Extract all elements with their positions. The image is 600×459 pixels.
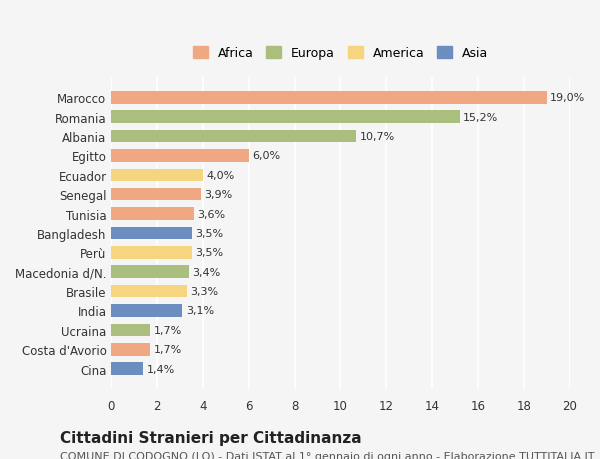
Text: 3,5%: 3,5%: [195, 248, 223, 258]
Bar: [112, 92, 547, 104]
Text: 3,4%: 3,4%: [193, 267, 221, 277]
Text: 3,1%: 3,1%: [186, 306, 214, 316]
Bar: [112, 227, 191, 240]
Text: 4,0%: 4,0%: [206, 170, 235, 180]
Text: 3,9%: 3,9%: [204, 190, 232, 200]
Text: 1,4%: 1,4%: [147, 364, 175, 374]
Bar: [112, 150, 249, 162]
Bar: [112, 304, 182, 317]
Text: 6,0%: 6,0%: [252, 151, 280, 161]
Legend: Africa, Europa, America, Asia: Africa, Europa, America, Asia: [189, 43, 492, 64]
Text: 10,7%: 10,7%: [360, 132, 395, 142]
Text: 19,0%: 19,0%: [550, 93, 585, 103]
Text: 3,6%: 3,6%: [197, 209, 226, 219]
Text: 15,2%: 15,2%: [463, 112, 498, 123]
Bar: [112, 169, 203, 182]
Text: 3,5%: 3,5%: [195, 229, 223, 238]
Bar: [112, 130, 356, 143]
Text: 3,3%: 3,3%: [190, 286, 218, 297]
Text: 1,7%: 1,7%: [154, 344, 182, 354]
Bar: [112, 208, 194, 220]
Bar: [112, 111, 460, 123]
Bar: [112, 266, 189, 279]
Text: COMUNE DI CODOGNO (LO) - Dati ISTAT al 1° gennaio di ogni anno - Elaborazione TU: COMUNE DI CODOGNO (LO) - Dati ISTAT al 1…: [60, 451, 595, 459]
Bar: [112, 343, 151, 356]
Bar: [112, 285, 187, 298]
Bar: [112, 246, 191, 259]
Bar: [112, 363, 143, 375]
Bar: [112, 324, 151, 336]
Text: Cittadini Stranieri per Cittadinanza: Cittadini Stranieri per Cittadinanza: [60, 430, 362, 445]
Bar: [112, 189, 201, 201]
Text: 1,7%: 1,7%: [154, 325, 182, 335]
